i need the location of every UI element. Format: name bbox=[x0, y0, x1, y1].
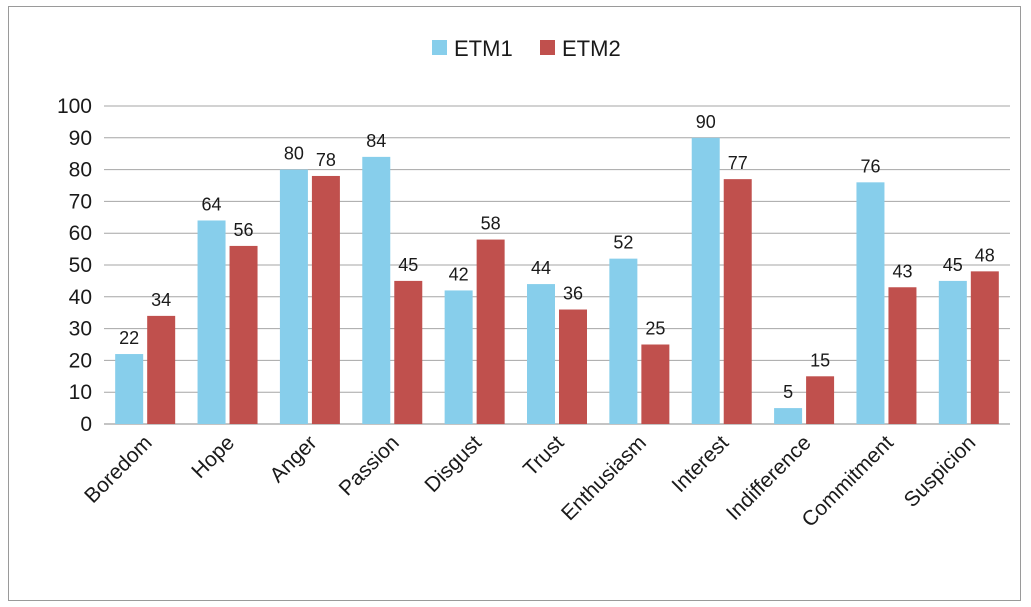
x-tick-label: Suspicion bbox=[900, 431, 981, 512]
data-label: 80 bbox=[284, 144, 304, 164]
legend-label-etm2: ETM2 bbox=[562, 36, 621, 61]
y-tick-label: 80 bbox=[69, 159, 92, 182]
data-label: 25 bbox=[645, 319, 665, 339]
data-label: 36 bbox=[563, 284, 583, 304]
y-tick-label: 50 bbox=[69, 254, 92, 277]
y-tick-label: 30 bbox=[69, 318, 92, 341]
bar-etm1-suspicion bbox=[938, 280, 967, 424]
bar-etm2-indifference bbox=[806, 376, 835, 424]
data-label: 43 bbox=[892, 261, 912, 281]
data-label: 44 bbox=[531, 258, 551, 278]
data-label: 45 bbox=[943, 255, 963, 275]
x-tick-label: Anger bbox=[266, 431, 322, 487]
x-tick-label: Boredom bbox=[80, 431, 157, 508]
data-label: 34 bbox=[151, 290, 171, 310]
data-label: 5 bbox=[783, 382, 793, 402]
bar-etm2-boredom bbox=[147, 315, 176, 424]
data-label: 42 bbox=[449, 264, 469, 284]
x-axis: Boredom Hope Anger Passion Disgust TrustEnthu… bbox=[80, 431, 980, 532]
legend-swatch-etm2 bbox=[540, 40, 555, 55]
bar-etm2-interest bbox=[723, 179, 752, 424]
bar-etm1-hope bbox=[197, 220, 226, 424]
y-axis: 0 10 20 30 40 50 60 70 80 90 100 bbox=[57, 95, 92, 436]
data-label: 48 bbox=[975, 245, 995, 265]
bar-etm1-trust bbox=[527, 284, 555, 424]
bar-etm1-enthusiasm bbox=[609, 258, 638, 424]
data-label: 52 bbox=[613, 233, 633, 253]
bars bbox=[115, 137, 999, 425]
legend-swatch-etm1 bbox=[432, 40, 447, 55]
bar-etm1-indifference bbox=[774, 408, 803, 424]
legend-label-etm1: ETM1 bbox=[454, 36, 513, 61]
bar-etm2-passion bbox=[394, 280, 423, 424]
bar-etm1-anger bbox=[279, 169, 308, 424]
x-tick-label: Passion bbox=[335, 431, 404, 500]
y-tick-label: 100 bbox=[57, 95, 92, 118]
data-label: 45 bbox=[398, 255, 418, 275]
y-tick-label: 0 bbox=[80, 413, 92, 436]
bar-etm1-passion bbox=[362, 156, 391, 424]
data-labels: 22 34 64 56 80 78 84 45 42 58 44 36 52 25 90 77 5 15 76 43 4… bbox=[119, 112, 995, 402]
bar-etm2-suspicion bbox=[970, 271, 999, 424]
x-tick-label: Hope bbox=[187, 431, 239, 483]
chart-frame bbox=[8, 6, 1021, 601]
bar-etm1-commitment bbox=[856, 182, 885, 424]
y-tick-label: 40 bbox=[69, 286, 92, 309]
data-label: 84 bbox=[366, 131, 386, 151]
data-label: 90 bbox=[696, 112, 716, 132]
bar-etm2-trust bbox=[559, 309, 587, 424]
bar-etm2-disgust bbox=[476, 239, 505, 424]
x-tick-label: Enthusiasm bbox=[557, 431, 651, 525]
bar-etm2-commitment bbox=[888, 287, 917, 424]
bar-etm1-interest bbox=[691, 137, 720, 425]
y-tick-label: 20 bbox=[69, 349, 92, 372]
bar-etm1-disgust bbox=[444, 290, 473, 424]
data-label: 64 bbox=[202, 194, 222, 214]
bar-etm2-hope bbox=[229, 245, 258, 424]
x-tick-label: Trust bbox=[519, 431, 569, 481]
bar-etm2-anger bbox=[311, 175, 340, 424]
bar-etm2-enthusiasm bbox=[641, 344, 670, 424]
y-tick-label: 10 bbox=[69, 381, 92, 404]
x-tick-label: Interest bbox=[667, 431, 733, 497]
data-label: 58 bbox=[481, 214, 501, 234]
data-label: 15 bbox=[810, 350, 830, 370]
data-label: 56 bbox=[234, 220, 254, 240]
y-tick-label: 60 bbox=[69, 222, 92, 245]
legend: ETM1 ETM2 bbox=[432, 36, 621, 61]
x-tick-label: Disgust bbox=[420, 431, 486, 497]
bar-etm1-boredom bbox=[115, 354, 144, 424]
y-tick-label: 70 bbox=[69, 190, 92, 213]
y-tick-label: 90 bbox=[69, 127, 92, 150]
data-label: 22 bbox=[119, 328, 139, 348]
data-label: 77 bbox=[728, 153, 748, 173]
data-label: 78 bbox=[316, 150, 336, 170]
data-label: 76 bbox=[860, 156, 880, 176]
